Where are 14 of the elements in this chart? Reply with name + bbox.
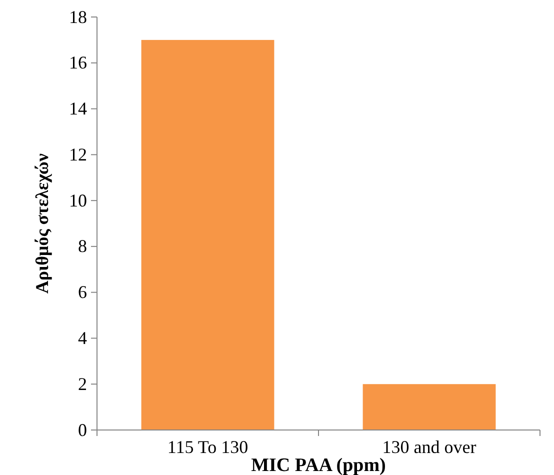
y-tick-label: 10 <box>69 190 87 210</box>
y-tick-label: 18 <box>69 6 87 27</box>
y-tick-label: 2 <box>78 374 87 394</box>
x-axis-title: MIC PAA (ppm) <box>251 455 386 475</box>
y-tick-label: 14 <box>69 98 87 119</box>
y-tick-label: 0 <box>78 420 87 440</box>
y-tick-label: 12 <box>69 144 87 164</box>
y-tick-label: 6 <box>78 282 87 302</box>
y-tick-label: 8 <box>78 236 87 256</box>
x-tick-label: 115 To 130 <box>167 436 248 457</box>
x-tick-label: 130 and over <box>382 436 476 457</box>
y-tick-label: 4 <box>78 328 87 348</box>
y-axis-title: Αριθμός στελεχών <box>32 153 52 294</box>
y-tick-label: 16 <box>69 52 87 73</box>
